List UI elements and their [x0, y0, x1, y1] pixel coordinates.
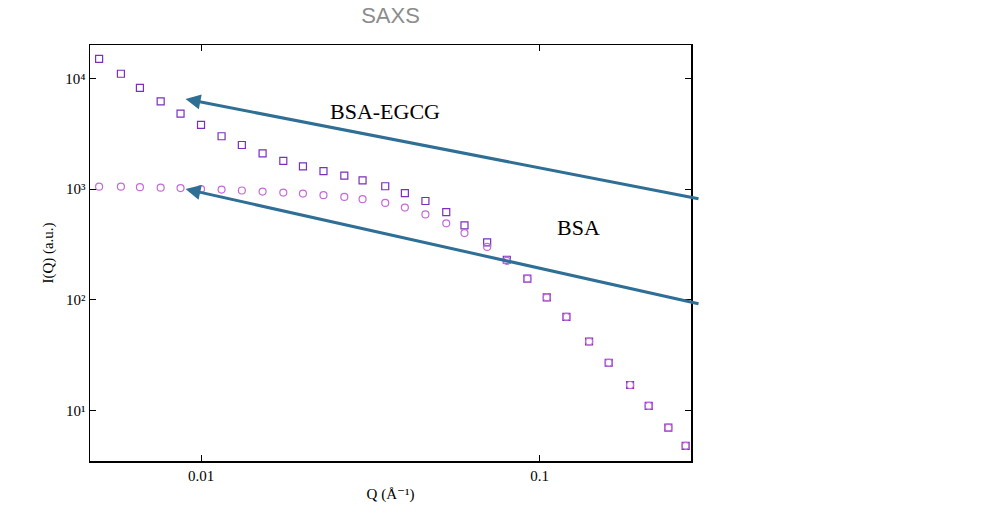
- svg-text:I(Q) (a.u.): I(Q) (a.u.): [40, 222, 57, 283]
- svg-text:10²: 10²: [66, 292, 86, 308]
- svg-text:BSA-EGCG: BSA-EGCG: [330, 99, 440, 124]
- svg-text:10¹: 10¹: [66, 403, 86, 419]
- svg-text:SAXS: SAXS: [361, 3, 420, 28]
- svg-text:10³: 10³: [66, 181, 86, 197]
- svg-text:0.01: 0.01: [188, 468, 214, 484]
- svg-text:Q (Å⁻¹): Q (Å⁻¹): [367, 486, 415, 503]
- svg-text:0.1: 0.1: [530, 468, 549, 484]
- svg-text:BSA: BSA: [557, 215, 600, 240]
- svg-text:10⁴: 10⁴: [65, 71, 85, 87]
